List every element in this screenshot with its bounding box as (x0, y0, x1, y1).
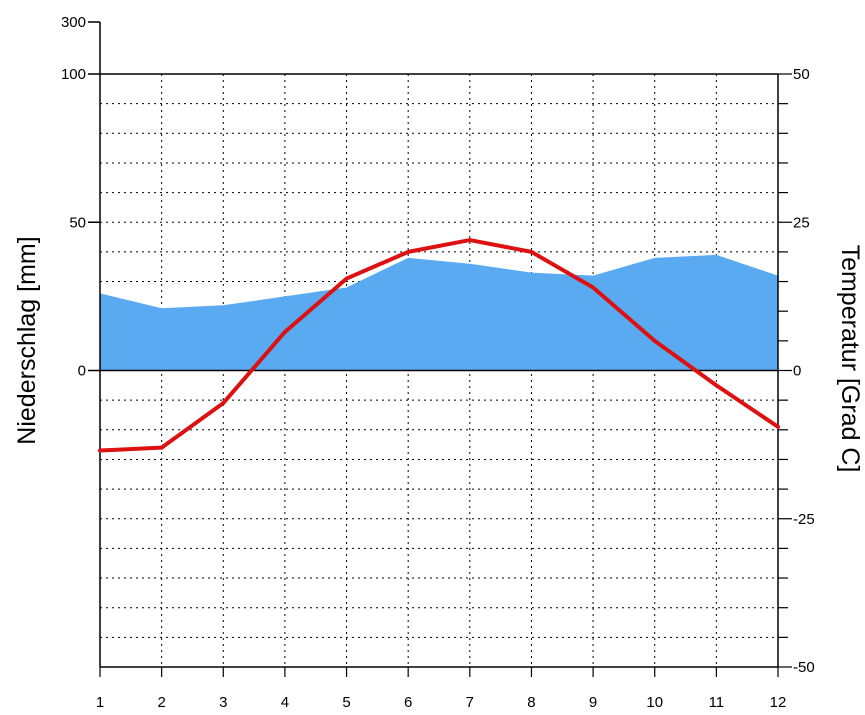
precipitation-area (100, 254, 778, 371)
left-tick-label: 50 (69, 214, 86, 231)
right-tick-label: -50 (793, 659, 815, 676)
x-tick-label: 8 (527, 694, 535, 711)
right-axis-title: Temperatur [Grad C] (836, 245, 864, 473)
right-tick-label: 0 (793, 363, 801, 380)
x-tick-label: 4 (281, 694, 289, 711)
x-tick-label: 9 (589, 694, 597, 711)
x-tick-label: 10 (646, 694, 663, 711)
axes (88, 21, 792, 677)
right-tick-label: 25 (793, 214, 810, 231)
left-break-label: 300 (61, 14, 86, 31)
x-tick-label: 12 (770, 694, 787, 711)
x-tick-label: 2 (157, 694, 165, 711)
x-tick-label: 5 (342, 694, 350, 711)
x-tick-label: 1 (96, 694, 104, 711)
left-tick-label: 100 (61, 66, 86, 83)
x-tick-label: 3 (219, 694, 227, 711)
left-tick-label: 0 (78, 363, 86, 380)
temperature-line (98, 238, 780, 453)
x-tick-label: 11 (709, 694, 725, 711)
x-tick-label: 6 (404, 694, 412, 711)
right-tick-label: 50 (793, 66, 810, 83)
precipitation-series (100, 254, 778, 371)
left-axis-title: Niederschlag [mm] (13, 236, 41, 444)
temperature-series (98, 238, 780, 453)
right-tick-label: -25 (793, 511, 815, 528)
x-tick-label: 7 (466, 694, 474, 711)
